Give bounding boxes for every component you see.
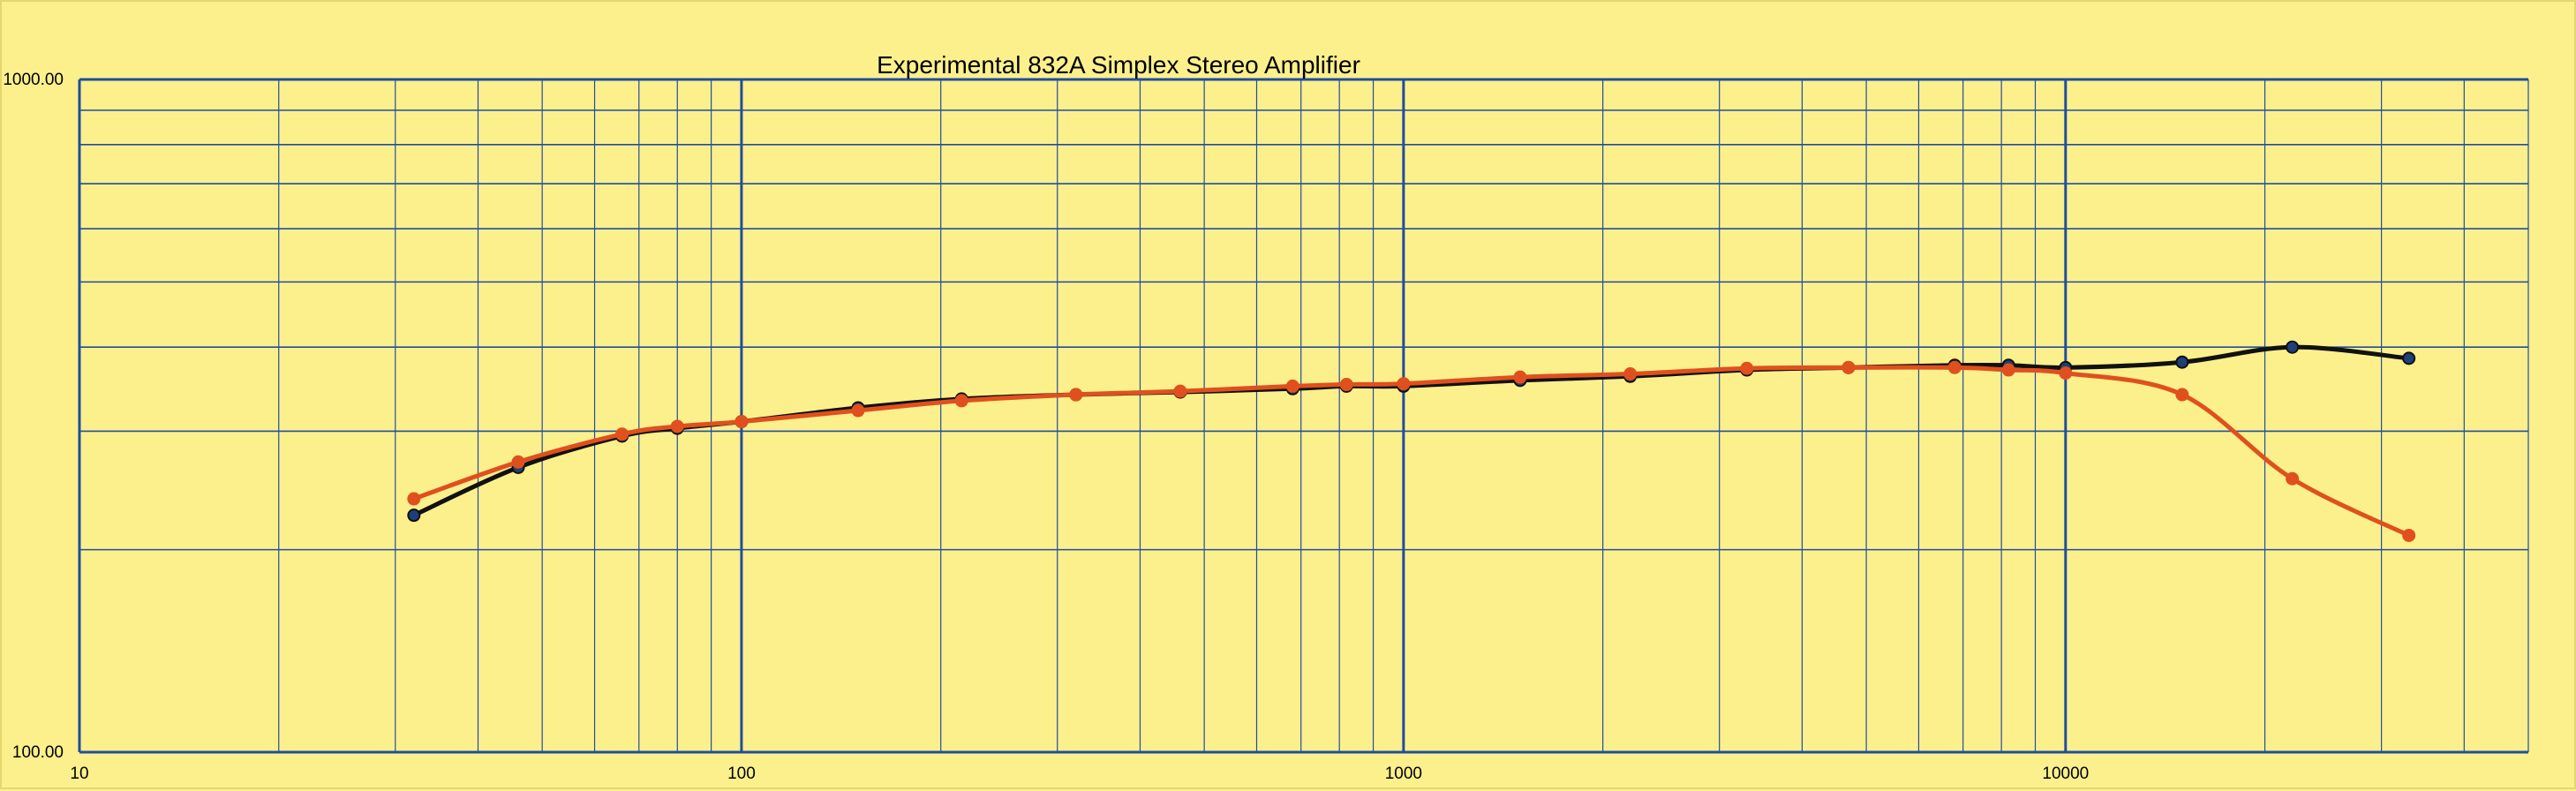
x-tick-label: 1000 bbox=[1385, 765, 1422, 783]
chart-title: Experimental 832A Simplex Stereo Amplifi… bbox=[877, 51, 1360, 79]
data-point bbox=[670, 419, 684, 433]
data-point bbox=[2175, 355, 2189, 369]
data-point bbox=[851, 403, 865, 418]
data-point bbox=[2059, 366, 2073, 380]
data-point bbox=[734, 415, 749, 429]
data-point bbox=[1173, 384, 1187, 398]
x-tick-label: 10000 bbox=[2042, 765, 2089, 783]
data-point bbox=[2175, 388, 2189, 402]
x-tick-label: 10 bbox=[70, 765, 88, 783]
data-point bbox=[1842, 360, 1856, 374]
series-group-2 bbox=[407, 360, 2416, 542]
x-tick-label: 100 bbox=[727, 765, 756, 783]
data-point bbox=[1397, 377, 1411, 391]
data-point bbox=[2402, 351, 2416, 365]
grid-lines bbox=[78, 78, 2529, 754]
data-point bbox=[2001, 363, 2015, 377]
data-point bbox=[615, 427, 629, 441]
data-point bbox=[1947, 360, 1962, 374]
tick-labels: 10 100 1000 10000 100.00 1000.00 bbox=[3, 71, 2089, 783]
data-point bbox=[2286, 471, 2300, 486]
data-point bbox=[1069, 388, 1083, 402]
data-point bbox=[2286, 340, 2300, 354]
data-point bbox=[1339, 378, 1353, 392]
series-line-2 bbox=[411, 365, 2412, 538]
data-point bbox=[1285, 379, 1299, 393]
y-tick-label: 100.00 bbox=[12, 743, 64, 762]
data-point bbox=[1740, 361, 1754, 375]
data-point bbox=[2402, 528, 2416, 542]
data-point bbox=[1623, 367, 1638, 381]
data-point bbox=[954, 394, 968, 408]
data-point bbox=[407, 492, 421, 506]
series-lines bbox=[407, 340, 2416, 542]
data-point bbox=[1513, 370, 1527, 384]
data-point bbox=[407, 508, 421, 523]
data-point bbox=[511, 455, 525, 469]
y-tick-label: 1000.00 bbox=[3, 71, 64, 89]
axes bbox=[78, 79, 2528, 754]
